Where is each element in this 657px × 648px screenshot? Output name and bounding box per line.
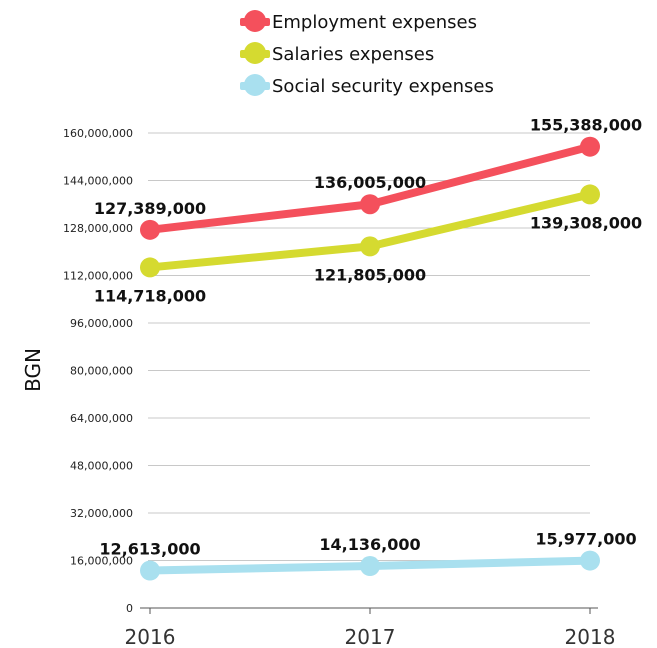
legend-item-salaries[interactable]: Salaries expenses <box>240 38 494 70</box>
data-label: 15,977,000 <box>535 530 636 549</box>
legend-item-social-security[interactable]: Social security expenses <box>240 70 494 102</box>
y-tick-label: 64,000,000 <box>70 412 133 425</box>
data-labels: 127,389,000 136,005,000 155,388,000 114,718… <box>94 116 642 559</box>
legend-label: Employment expenses <box>272 11 477 33</box>
data-point[interactable] <box>360 194 380 215</box>
legend-label: Social security expenses <box>272 75 494 97</box>
data-label: 127,389,000 <box>94 199 206 218</box>
legend: Employment expenses Salaries expenses So… <box>240 6 494 102</box>
gridlines <box>148 132 590 561</box>
y-tick-label: 160,000,000 <box>63 127 133 140</box>
data-label: 155,388,000 <box>530 116 642 135</box>
data-label: 12,613,000 <box>99 540 200 559</box>
y-tick-label: 32,000,000 <box>70 507 133 520</box>
data-label: 14,136,000 <box>319 535 420 554</box>
legend-marker-icon <box>240 10 270 34</box>
data-label: 114,718,000 <box>94 286 206 305</box>
y-tick-label: 16,000,000 <box>70 555 133 568</box>
x-tick-label: 2017 <box>345 625 396 648</box>
legend-marker-icon <box>240 74 270 98</box>
data-point[interactable] <box>140 219 160 240</box>
x-axis: 2016 2017 2018 <box>125 607 616 648</box>
series-lines <box>140 136 600 581</box>
y-tick-label: 144,000,000 <box>63 175 133 188</box>
y-axis-label: BGN <box>21 348 45 392</box>
data-point[interactable] <box>580 136 600 157</box>
data-point[interactable] <box>140 560 160 581</box>
data-label: 121,805,000 <box>314 265 426 284</box>
data-point[interactable] <box>360 236 380 257</box>
y-tick-label: 80,000,000 <box>70 365 133 378</box>
legend-label: Salaries expenses <box>272 43 435 65</box>
y-axis-ticks: 0 16,000,000 32,000,000 48,000,000 64,000,00… <box>63 127 133 615</box>
y-tick-label: 0 <box>126 602 133 615</box>
y-tick-label: 112,000,000 <box>63 270 133 283</box>
data-label: 139,308,000 <box>530 213 642 232</box>
legend-item-employment[interactable]: Employment expenses <box>240 6 494 38</box>
y-tick-label: 48,000,000 <box>70 460 133 473</box>
data-point[interactable] <box>360 556 380 577</box>
y-tick-label: 128,000,000 <box>63 222 133 235</box>
data-label: 136,005,000 <box>314 173 426 192</box>
y-tick-label: 96,000,000 <box>70 317 133 330</box>
x-tick-label: 2016 <box>125 625 176 648</box>
data-point[interactable] <box>580 184 600 205</box>
legend-marker-icon <box>240 42 270 66</box>
data-point[interactable] <box>580 550 600 571</box>
data-point[interactable] <box>140 257 160 278</box>
x-tick-label: 2018 <box>565 625 616 648</box>
